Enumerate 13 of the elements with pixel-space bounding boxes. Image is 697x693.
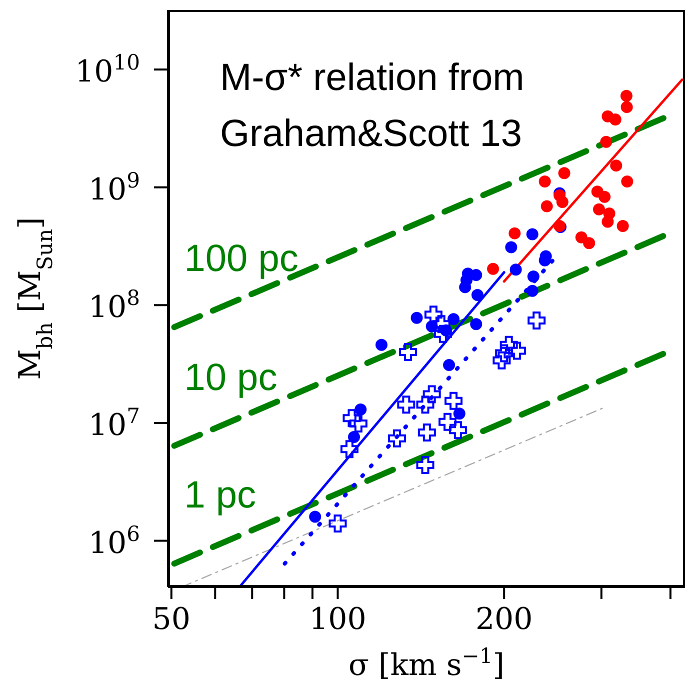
y-tick-label: 10$^{6}$ (88, 522, 140, 561)
x-axis-title: σ [km s$^{−1}$] (348, 644, 504, 683)
x-tick-label: 200 (475, 602, 533, 637)
series-label: 100 pc (184, 238, 298, 280)
y-tick-label: 10$^{10}$ (75, 50, 140, 90)
x-tick-label: 100 (309, 602, 366, 637)
series-label: 1 pc (184, 474, 256, 517)
x-tick-label: 50 (152, 602, 190, 637)
y-tick-label: 10$^{7}$ (88, 404, 140, 443)
series-label: 10 pc (184, 356, 278, 399)
y-tick-label: 10$^{8}$ (88, 286, 140, 326)
text: M-σ* relation from Graham&Scott 13 (220, 56, 526, 157)
y-tick-label: 10$^{9}$ (88, 168, 140, 208)
